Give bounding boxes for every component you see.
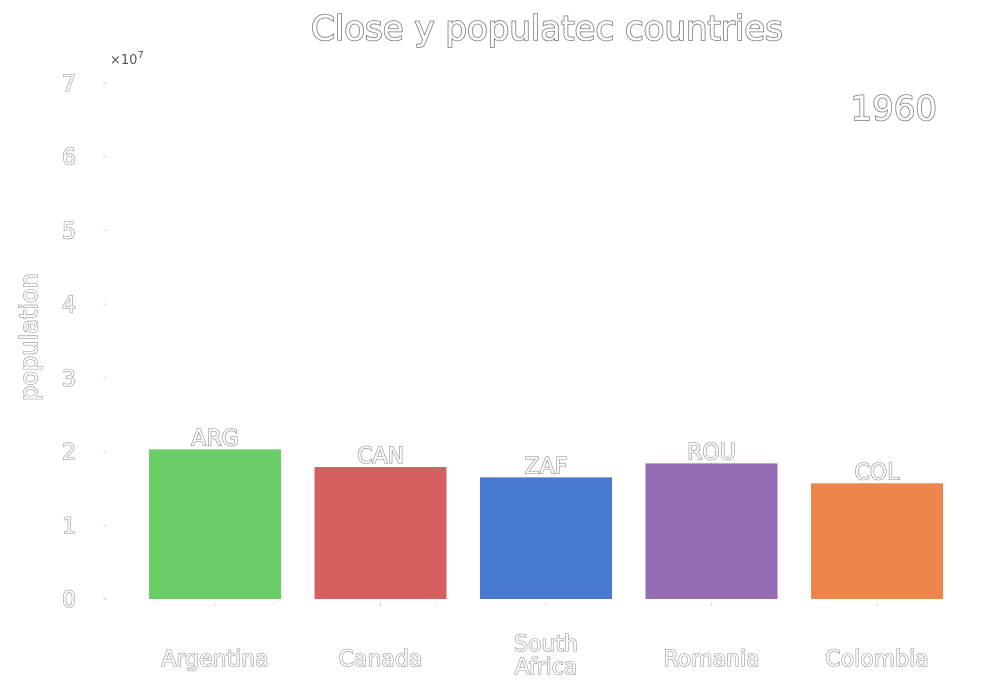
x-tick-label: Argentina (161, 647, 268, 672)
y-tick-label: 1 (62, 514, 76, 539)
bar-code-label: ARG (191, 426, 238, 451)
bar-code-labels: ARG CAN ZAF ROU COL (191, 426, 901, 486)
y-tick-label: 0 (62, 588, 76, 613)
y-axis-multiplier-base: ×10 (110, 53, 137, 68)
y-tick-label: 6 (62, 146, 76, 171)
bar-code-label: CAN (357, 444, 404, 469)
x-tick-label: Colombia (825, 647, 928, 672)
bar-code-label: COL (855, 460, 901, 485)
x-tick-label: Africa (515, 655, 578, 680)
y-tick-label: 7 (62, 72, 76, 97)
y-axis-multiplier: ×107 (110, 50, 144, 68)
x-tick-label: Romania (663, 647, 759, 672)
y-axis: 0 1 2 3 4 5 6 7 (61, 71, 107, 614)
bar-code-label: ZAF (525, 454, 568, 479)
bar-rou (645, 463, 778, 599)
y-tick-label: 5 (62, 219, 76, 244)
x-tick-label: South (514, 632, 578, 657)
bar-code-label: ROU (687, 440, 736, 465)
chart-title: Close y populatec countries (311, 9, 783, 49)
bar-col (811, 483, 943, 599)
x-tick-label: Canada (339, 647, 423, 672)
y-tick-label: 2 (62, 441, 76, 466)
y-axis-multiplier-exponent: 7 (137, 50, 143, 61)
bars-group (149, 449, 943, 599)
y-tick-label: 3 (62, 367, 76, 392)
bar-zaf (480, 477, 612, 599)
y-axis-label: population (15, 273, 43, 401)
bar-can (314, 467, 447, 599)
bar-arg (149, 449, 281, 599)
y-tick-label: 4 (62, 293, 76, 318)
year-label: 1960 (850, 89, 937, 129)
